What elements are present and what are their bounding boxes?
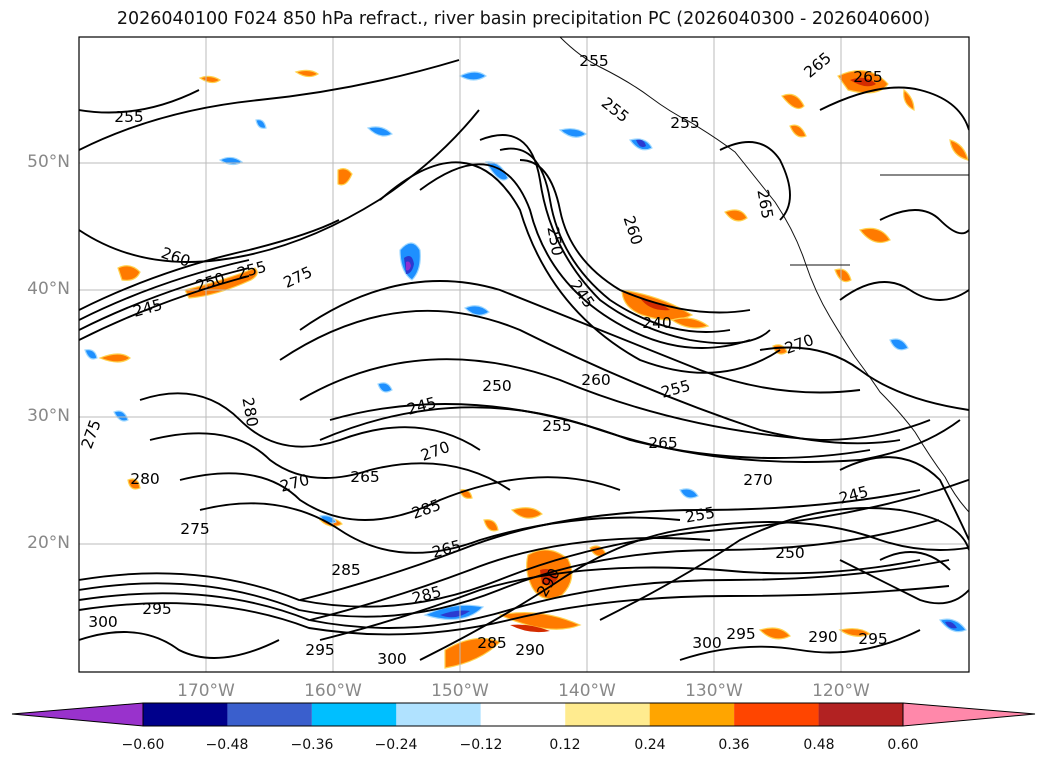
lon-label: 150°W [431,681,489,701]
contour-label: 265 [853,68,883,86]
colorbar-bin [480,703,566,726]
contour-label: 295 [858,630,888,648]
refractivity-contours [79,59,969,661]
contour-label: 255 [542,417,572,435]
colorbar-bin [565,703,650,726]
colorbar-bin [396,703,481,726]
lat-label: 40°N [27,279,70,299]
colorbar-tick-label: 0.60 [887,737,919,753]
lon-label: 170°W [177,681,235,701]
colorbar-bin [649,703,735,726]
contour-label: 250 [775,544,805,562]
contour-label: 240 [642,314,672,332]
lon-label: 140°W [558,681,616,701]
contour-label: 300 [377,650,407,668]
contour-label: 290 [515,641,545,659]
colorbar-bin [818,703,903,726]
contour-label: 275 [180,520,210,538]
lon-label: 120°W [812,681,870,701]
colorbar-bin [143,703,228,726]
colorbar-bin [734,703,819,726]
colorbar-tick-label: 0.36 [718,737,750,753]
colorbar-tick-label: −0.36 [290,737,334,753]
contour-label: 265 [350,468,380,486]
lat-label: 50°N [27,152,70,172]
contour-label: 250 [543,225,566,257]
contour-label: 295 [142,600,172,618]
colorbar-tick-label: −0.60 [121,737,165,753]
contour-label: 280 [130,470,160,488]
lon-label: 130°W [685,681,743,701]
contour-label: 255 [670,114,700,132]
contour-label: 290 [808,628,838,646]
contour-label: 270 [743,471,773,489]
contour-label: 285 [331,561,361,579]
map-title: 2026040100 F024 850 hPa refract., river … [116,9,931,29]
contour-label: 280 [238,396,261,428]
colorbar-extend-min [11,702,144,727]
lat-label: 30°N [27,406,70,426]
contour-label: 265 [753,188,776,220]
lat-label: 20°N [27,533,70,553]
contour-label: 300 [692,634,722,652]
map-frame [78,36,970,673]
colorbar [11,702,1036,727]
contour-label: 255 [114,108,144,126]
contour-label: 300 [88,613,118,631]
colorbar-bin [227,703,312,726]
contour-label: 265 [648,434,678,452]
coastline [559,37,969,513]
colorbar-tick-label: 0.48 [803,737,835,753]
contour-label: 295 [726,625,756,643]
lon-label: 160°W [304,681,362,701]
contour-label: 250 [482,377,512,395]
contour-label: 255 [684,504,716,527]
colorbar-tick-label: 0.24 [634,737,666,753]
colorbar-tick-label: −0.24 [374,737,418,753]
contour-label: 260 [581,371,611,389]
contour-label: 295 [305,641,335,659]
graticule [79,37,969,672]
colorbar-bin [311,703,397,726]
contour-label: 255 [579,52,609,70]
colorbar-extend-max [902,702,1036,727]
contour-label: 285 [477,634,507,652]
colorbar-tick-label: −0.12 [459,737,503,753]
colorbar-tick-label: 0.12 [549,737,581,753]
colorbar-tick-label: −0.48 [205,737,249,753]
